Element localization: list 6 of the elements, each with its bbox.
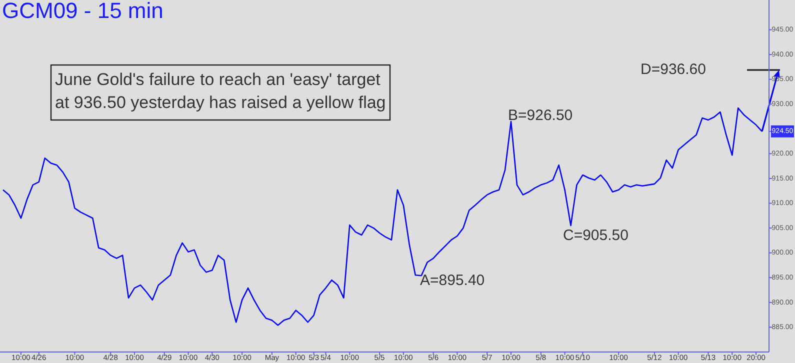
annotation: A=895.40 [420, 272, 485, 289]
annotation: C=905.50 [563, 227, 628, 244]
annotation: June Gold's failure to reach an 'easy' target at 936.50 yesterday has raised a yellow flag [55, 70, 386, 112]
annotation: D=936.60 [640, 60, 706, 78]
annotation: B=926.50 [508, 107, 573, 124]
chart-title: GCM09 - 15 min [2, 0, 164, 23]
